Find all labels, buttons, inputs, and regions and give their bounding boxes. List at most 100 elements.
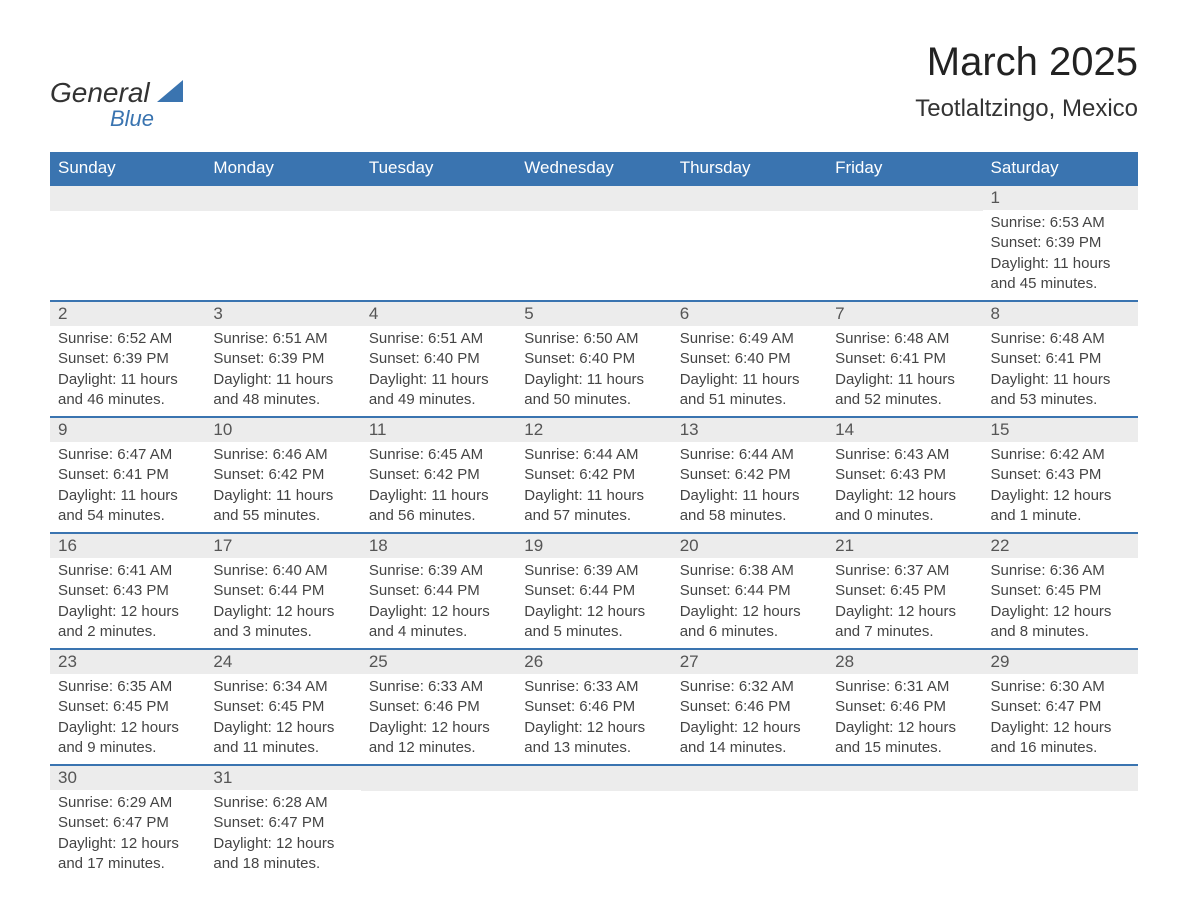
- day-number: [983, 766, 1138, 791]
- week-row: 30Sunrise: 6:29 AMSunset: 6:47 PMDayligh…: [50, 765, 1138, 880]
- day-cell: 31Sunrise: 6:28 AMSunset: 6:47 PMDayligh…: [205, 765, 360, 880]
- daylight-text: Daylight: 11 hours and 48 minutes.: [213, 370, 352, 411]
- daylight-text: Daylight: 12 hours and 5 minutes.: [524, 602, 663, 643]
- week-row: 2Sunrise: 6:52 AMSunset: 6:39 PMDaylight…: [50, 301, 1138, 417]
- day-info: Sunrise: 6:52 AMSunset: 6:39 PMDaylight:…: [50, 326, 205, 416]
- daylight-text: Daylight: 12 hours and 3 minutes.: [213, 602, 352, 643]
- calendar-table: SundayMondayTuesdayWednesdayThursdayFrid…: [50, 152, 1138, 880]
- daylight-text: Daylight: 12 hours and 6 minutes.: [680, 602, 819, 643]
- sunset-text: Sunset: 6:39 PM: [991, 233, 1130, 253]
- day-number: [672, 186, 827, 211]
- day-info: Sunrise: 6:39 AMSunset: 6:44 PMDaylight:…: [361, 558, 516, 648]
- day-number: 19: [516, 534, 671, 558]
- day-number: 21: [827, 534, 982, 558]
- day-cell: 28Sunrise: 6:31 AMSunset: 6:46 PMDayligh…: [827, 649, 982, 765]
- sunset-text: Sunset: 6:41 PM: [835, 349, 974, 369]
- day-info: Sunrise: 6:43 AMSunset: 6:43 PMDaylight:…: [827, 442, 982, 532]
- day-number: 7: [827, 302, 982, 326]
- day-header: Monday: [205, 152, 360, 185]
- sunset-text: Sunset: 6:45 PM: [58, 697, 197, 717]
- sunrise-text: Sunrise: 6:48 AM: [835, 329, 974, 349]
- daylight-text: Daylight: 12 hours and 1 minute.: [991, 486, 1130, 527]
- logo-sail-icon: [157, 80, 183, 107]
- day-cell: 2Sunrise: 6:52 AMSunset: 6:39 PMDaylight…: [50, 301, 205, 417]
- daylight-text: Daylight: 11 hours and 58 minutes.: [680, 486, 819, 527]
- day-cell: 26Sunrise: 6:33 AMSunset: 6:46 PMDayligh…: [516, 649, 671, 765]
- sunset-text: Sunset: 6:45 PM: [991, 581, 1130, 601]
- day-number: [672, 766, 827, 791]
- day-number: 24: [205, 650, 360, 674]
- sunset-text: Sunset: 6:46 PM: [835, 697, 974, 717]
- day-info: Sunrise: 6:32 AMSunset: 6:46 PMDaylight:…: [672, 674, 827, 764]
- day-number: 9: [50, 418, 205, 442]
- day-number: [516, 766, 671, 791]
- day-cell: 24Sunrise: 6:34 AMSunset: 6:45 PMDayligh…: [205, 649, 360, 765]
- logo-text-general: General: [50, 77, 150, 108]
- daylight-text: Daylight: 12 hours and 0 minutes.: [835, 486, 974, 527]
- daylight-text: Daylight: 12 hours and 4 minutes.: [369, 602, 508, 643]
- daylight-text: Daylight: 12 hours and 14 minutes.: [680, 718, 819, 759]
- day-cell: 3Sunrise: 6:51 AMSunset: 6:39 PMDaylight…: [205, 301, 360, 417]
- sunset-text: Sunset: 6:41 PM: [58, 465, 197, 485]
- sunrise-text: Sunrise: 6:34 AM: [213, 677, 352, 697]
- day-number: 28: [827, 650, 982, 674]
- sunrise-text: Sunrise: 6:39 AM: [524, 561, 663, 581]
- sunrise-text: Sunrise: 6:44 AM: [680, 445, 819, 465]
- sunset-text: Sunset: 6:44 PM: [213, 581, 352, 601]
- day-number: 11: [361, 418, 516, 442]
- week-row: 9Sunrise: 6:47 AMSunset: 6:41 PMDaylight…: [50, 417, 1138, 533]
- sunset-text: Sunset: 6:40 PM: [680, 349, 819, 369]
- daylight-text: Daylight: 11 hours and 51 minutes.: [680, 370, 819, 411]
- title-block: March 2025 Teotlaltzingo, Mexico: [915, 40, 1138, 123]
- day-info: Sunrise: 6:53 AMSunset: 6:39 PMDaylight:…: [983, 210, 1138, 300]
- sunset-text: Sunset: 6:44 PM: [680, 581, 819, 601]
- day-header: Friday: [827, 152, 982, 185]
- day-cell: 5Sunrise: 6:50 AMSunset: 6:40 PMDaylight…: [516, 301, 671, 417]
- day-cell: [516, 765, 671, 880]
- day-number: [361, 186, 516, 211]
- day-cell: 30Sunrise: 6:29 AMSunset: 6:47 PMDayligh…: [50, 765, 205, 880]
- day-info: Sunrise: 6:34 AMSunset: 6:45 PMDaylight:…: [205, 674, 360, 764]
- sunrise-text: Sunrise: 6:36 AM: [991, 561, 1130, 581]
- daylight-text: Daylight: 11 hours and 49 minutes.: [369, 370, 508, 411]
- sunrise-text: Sunrise: 6:29 AM: [58, 793, 197, 813]
- day-info: Sunrise: 6:47 AMSunset: 6:41 PMDaylight:…: [50, 442, 205, 532]
- sunrise-text: Sunrise: 6:33 AM: [369, 677, 508, 697]
- day-header: Tuesday: [361, 152, 516, 185]
- daylight-text: Daylight: 11 hours and 55 minutes.: [213, 486, 352, 527]
- day-number: 27: [672, 650, 827, 674]
- day-info: Sunrise: 6:44 AMSunset: 6:42 PMDaylight:…: [672, 442, 827, 532]
- day-info: Sunrise: 6:51 AMSunset: 6:40 PMDaylight:…: [361, 326, 516, 416]
- sunrise-text: Sunrise: 6:46 AM: [213, 445, 352, 465]
- daylight-text: Daylight: 11 hours and 52 minutes.: [835, 370, 974, 411]
- day-cell: 27Sunrise: 6:32 AMSunset: 6:46 PMDayligh…: [672, 649, 827, 765]
- sunset-text: Sunset: 6:47 PM: [213, 813, 352, 833]
- daylight-text: Daylight: 11 hours and 54 minutes.: [58, 486, 197, 527]
- sunset-text: Sunset: 6:45 PM: [213, 697, 352, 717]
- day-number: 1: [983, 186, 1138, 210]
- sunrise-text: Sunrise: 6:45 AM: [369, 445, 508, 465]
- day-number: 17: [205, 534, 360, 558]
- daylight-text: Daylight: 11 hours and 46 minutes.: [58, 370, 197, 411]
- day-cell: 18Sunrise: 6:39 AMSunset: 6:44 PMDayligh…: [361, 533, 516, 649]
- sunset-text: Sunset: 6:39 PM: [58, 349, 197, 369]
- day-number: 5: [516, 302, 671, 326]
- day-info: Sunrise: 6:30 AMSunset: 6:47 PMDaylight:…: [983, 674, 1138, 764]
- daylight-text: Daylight: 12 hours and 7 minutes.: [835, 602, 974, 643]
- day-header: Saturday: [983, 152, 1138, 185]
- day-cell: 7 Sunrise: 6:48 AMSunset: 6:41 PMDaylight…: [827, 301, 982, 417]
- day-number: 23: [50, 650, 205, 674]
- sunset-text: Sunset: 6:39 PM: [213, 349, 352, 369]
- day-number: [827, 186, 982, 211]
- day-cell: 20Sunrise: 6:38 AMSunset: 6:44 PMDayligh…: [672, 533, 827, 649]
- daylight-text: Daylight: 12 hours and 15 minutes.: [835, 718, 974, 759]
- day-cell: 4Sunrise: 6:51 AMSunset: 6:40 PMDaylight…: [361, 301, 516, 417]
- sunset-text: Sunset: 6:42 PM: [524, 465, 663, 485]
- day-number: [50, 186, 205, 211]
- day-cell: 23Sunrise: 6:35 AMSunset: 6:45 PMDayligh…: [50, 649, 205, 765]
- header: General Blue March 2025 Teotlaltzingo, M…: [50, 40, 1138, 132]
- day-number: 15: [983, 418, 1138, 442]
- day-number: 16: [50, 534, 205, 558]
- day-number: 6: [672, 302, 827, 326]
- sunset-text: Sunset: 6:45 PM: [835, 581, 974, 601]
